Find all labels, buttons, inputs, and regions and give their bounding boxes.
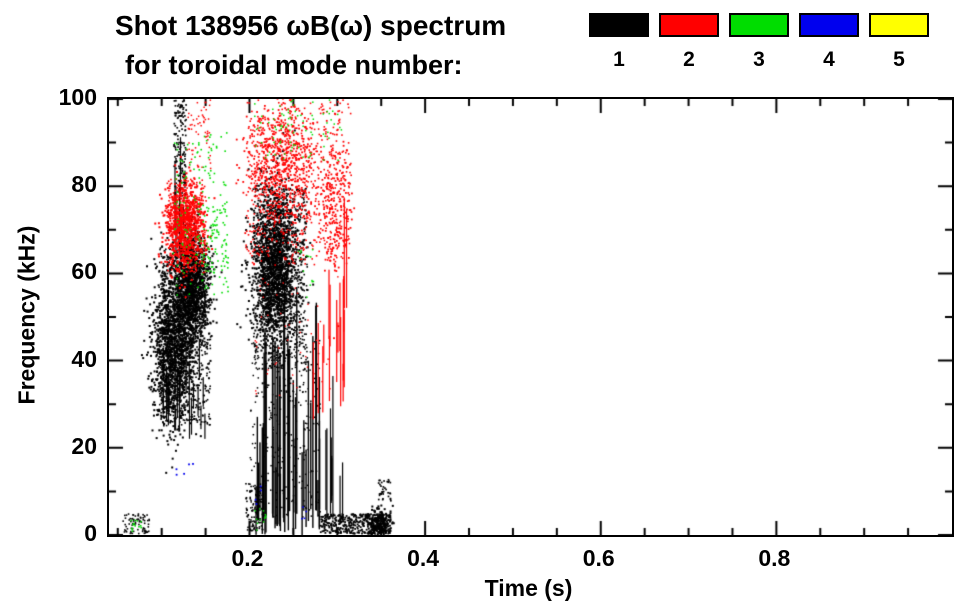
legend-swatch-mode-1 xyxy=(589,13,649,37)
legend-label-mode-2: 2 xyxy=(683,48,695,71)
legend-swatch-mode-4 xyxy=(799,13,859,37)
legend-label-mode-3: 3 xyxy=(753,48,765,71)
y-tick-label: 20 xyxy=(71,432,97,459)
y-axis-label: Frequency (kHz) xyxy=(13,225,40,405)
x-axis-label: Time (s) xyxy=(484,575,573,601)
x-tick-label: 0.8 xyxy=(758,545,791,571)
chart-title: Shot 138956 ωB(ω) spectrum xyxy=(115,10,507,41)
legend-label-mode-4: 4 xyxy=(823,48,835,71)
x-tick-label: 0.6 xyxy=(582,545,615,571)
y-tick-label: 60 xyxy=(71,258,97,285)
chart-titles: Shot 138956 ωB(ω) spectrum for toroidal … xyxy=(115,6,506,84)
legend-swatch-mode-3 xyxy=(729,13,789,37)
legend-label-mode-5: 5 xyxy=(893,48,905,71)
x-tick-label: 0.4 xyxy=(407,545,440,571)
plot-frame xyxy=(107,97,954,537)
mode-legend: 1 2 3 4 5 xyxy=(584,13,934,73)
legend-label-mode-1: 1 xyxy=(613,48,625,71)
y-tick-label: 40 xyxy=(71,345,97,372)
y-tick-label: 80 xyxy=(71,171,97,198)
spectrum-canvas xyxy=(109,99,952,535)
legend-title: for toroidal mode number: xyxy=(125,50,463,80)
y-tick-label: 0 xyxy=(84,520,97,546)
x-tick-label: 0.2 xyxy=(231,545,264,571)
legend-swatch-mode-5 xyxy=(869,13,929,37)
plot-area: 0.2 0.4 0.6 0.8 0 20 40 60 80 100 Time (s) Frequ… xyxy=(14,84,954,601)
y-tick-label: 100 xyxy=(58,84,97,110)
legend-swatch-mode-2 xyxy=(659,13,719,37)
